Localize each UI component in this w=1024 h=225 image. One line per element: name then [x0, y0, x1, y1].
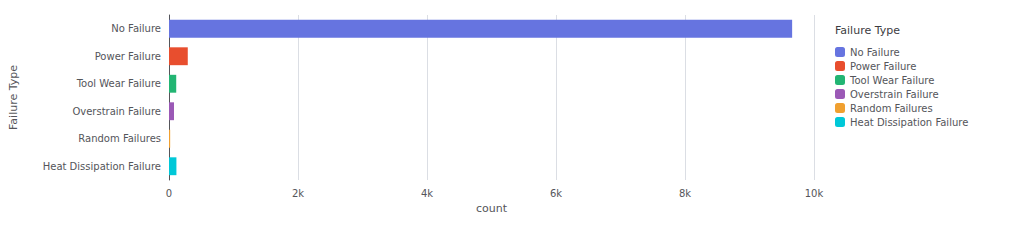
svg-text:Failure Type: Failure Type	[835, 24, 900, 37]
svg-text:Tool Wear Failure: Tool Wear Failure	[849, 75, 934, 86]
svg-text:0: 0	[166, 188, 172, 199]
svg-text:Heat Dissipation Failure: Heat Dissipation Failure	[850, 117, 968, 128]
svg-text:Power Failure: Power Failure	[95, 51, 161, 62]
svg-text:Tool Wear Failure: Tool Wear Failure	[76, 78, 161, 89]
svg-text:No Failure: No Failure	[111, 23, 161, 34]
svg-text:6k: 6k	[550, 188, 562, 199]
svg-text:8k: 8k	[679, 188, 691, 199]
svg-text:Overstrain Failure: Overstrain Failure	[850, 89, 939, 100]
svg-text:Power Failure: Power Failure	[850, 61, 916, 72]
svg-text:10k: 10k	[805, 188, 824, 199]
svg-text:Overstrain Failure: Overstrain Failure	[72, 106, 161, 117]
svg-text:count: count	[476, 202, 508, 215]
svg-text:Random Failures: Random Failures	[850, 103, 933, 114]
svg-text:4k: 4k	[421, 188, 433, 199]
svg-text:2k: 2k	[292, 188, 304, 199]
svg-text:Failure Type: Failure Type	[7, 65, 20, 130]
svg-text:Random Failures: Random Failures	[78, 133, 161, 144]
svg-text:No Failure: No Failure	[850, 47, 900, 58]
svg-text:Heat Dissipation Failure: Heat Dissipation Failure	[43, 161, 161, 172]
